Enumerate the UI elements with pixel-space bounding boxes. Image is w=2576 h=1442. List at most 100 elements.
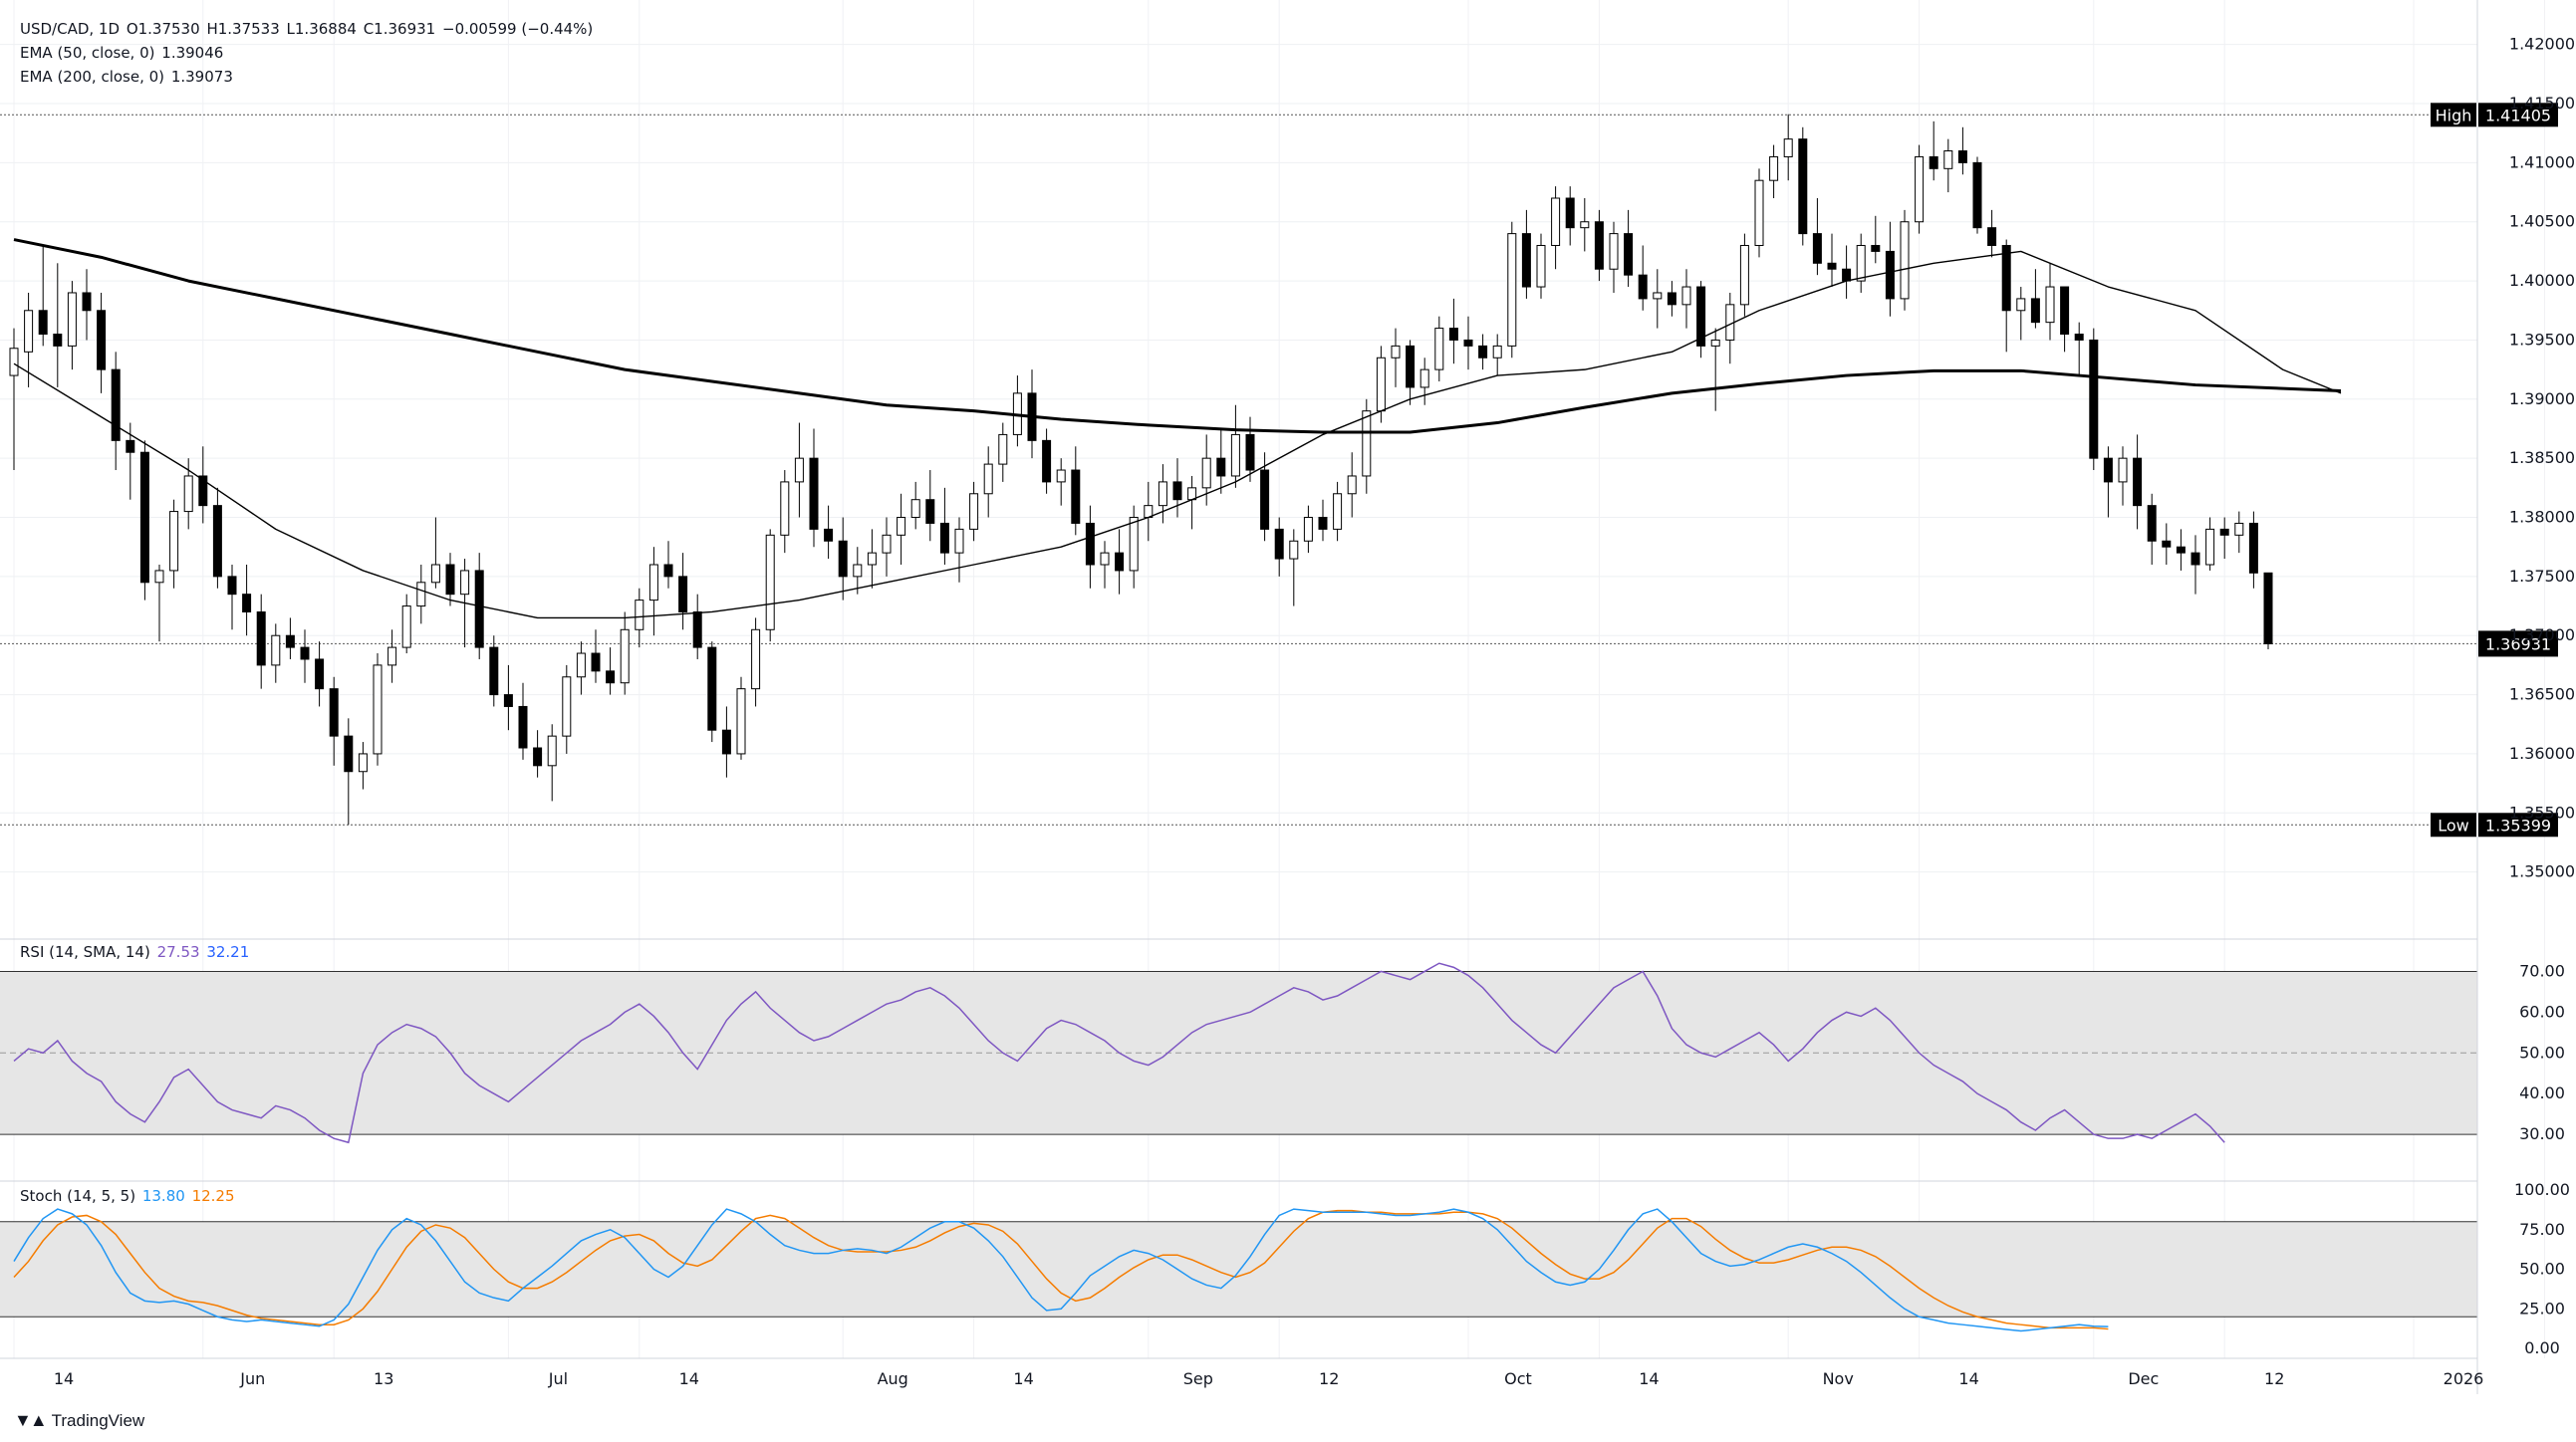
candle-body (1972, 161, 1982, 229)
candle-body (533, 747, 543, 767)
candle-body (2103, 457, 2113, 483)
candle-body (2060, 286, 2070, 336)
candle-body (663, 564, 673, 578)
candle-body (620, 628, 630, 684)
stoch-k-value: 13.80 (141, 1187, 185, 1205)
candle-body (1812, 233, 1822, 264)
candle-body (38, 310, 48, 336)
rsi-value: 27.53 (156, 943, 200, 961)
candle-body (503, 694, 513, 707)
rsi-line (13, 962, 2225, 1144)
time-tick-label: Dec (2128, 1369, 2159, 1388)
time-tick-label: Nov (1823, 1369, 1854, 1388)
candle-body (824, 528, 834, 542)
rsi-pane[interactable] (0, 962, 2477, 1144)
candle-body (460, 570, 470, 596)
candle-body (1376, 357, 1386, 412)
rsi-tick-label: 50.00 (2519, 1043, 2565, 1062)
ema200-label: EMA (200, close, 0) (20, 68, 165, 86)
candle-body (1696, 286, 1706, 347)
candle-body (2176, 546, 2186, 554)
last-price-box (2478, 630, 2558, 657)
candle-body (1943, 150, 1953, 169)
candle-body (242, 594, 252, 612)
high-label-box (2431, 103, 2476, 127)
candle-body (1957, 150, 1967, 163)
candle-body (1391, 345, 1401, 359)
candle-body (24, 310, 34, 353)
candle-body (765, 534, 775, 630)
candle-body (1915, 155, 1925, 223)
candle-body (1653, 292, 1663, 300)
candle-body (2248, 522, 2258, 574)
candle-body (1507, 233, 1517, 347)
ema50-value: 1.39046 (161, 44, 224, 62)
candle-body (2263, 572, 2273, 644)
stoch-d-value: 12.25 (191, 1187, 235, 1205)
candle-body (1260, 469, 1270, 530)
stoch-pane[interactable] (0, 1208, 2477, 1332)
candle-body (2045, 286, 2055, 324)
candle-body (1871, 244, 1881, 252)
candle-body (897, 517, 906, 536)
candle-body (1638, 274, 1648, 300)
candle-body (416, 582, 426, 607)
candle-body (2234, 522, 2244, 536)
candle-body (809, 457, 819, 530)
stoch-tick-label: 75.00 (2519, 1220, 2565, 1239)
candle-body (1448, 328, 1458, 341)
candle-body (721, 729, 731, 755)
low-label: Low (2438, 816, 2469, 835)
candle-body (547, 735, 557, 767)
close-value: C1.36931 (363, 20, 436, 38)
price-tick-label: 1.35500 (2509, 803, 2575, 822)
candle-body (2205, 528, 2215, 566)
price-tick-label: 1.35000 (2509, 862, 2575, 881)
price-pane[interactable]: High 1.41405 Low 1.35399 1.36931 (0, 103, 2558, 838)
rsi-tick-label: 70.00 (2519, 961, 2565, 980)
candle-body (1609, 233, 1619, 270)
tradingview-logo[interactable]: ▼▲ TradingView (14, 1410, 144, 1431)
price-tick-label: 1.39500 (2509, 330, 2575, 349)
ema50-line (13, 250, 2342, 619)
candle-body (1842, 268, 1852, 282)
stoch-band (0, 1221, 2477, 1318)
candle-body (1347, 475, 1357, 495)
price-tick-label: 1.40500 (2509, 212, 2575, 231)
candle-body (285, 634, 295, 648)
candle-body (430, 564, 440, 584)
candle-body (1798, 138, 1808, 235)
change-value: −0.00599 (−0.44%) (442, 20, 594, 38)
candle-body (2089, 339, 2099, 459)
candle-body (1551, 197, 1561, 246)
time-tick-label: 12 (2264, 1369, 2284, 1388)
price-tick-label: 1.42000 (2509, 35, 2575, 54)
time-tick-label: 14 (1639, 1369, 1659, 1388)
candle-body (1739, 244, 1749, 306)
candle-body (2162, 540, 2172, 548)
time-tick-label: Jul (548, 1369, 568, 1388)
candle-body (1230, 433, 1240, 477)
candle-body (315, 658, 325, 690)
candle-body (1827, 262, 1837, 270)
stoch-k-line (13, 1208, 2109, 1332)
candle-body (227, 576, 237, 596)
candle-body (576, 652, 586, 678)
candle-body (1463, 339, 1473, 347)
candle-body (736, 688, 746, 755)
candle-body (329, 688, 339, 737)
candle-body (954, 528, 964, 554)
low-value-box (2478, 813, 2558, 838)
time-tick-label: 14 (679, 1369, 699, 1388)
candle-body (998, 433, 1008, 465)
candle-body (1478, 345, 1488, 359)
low-value-label: 1.35399 (2485, 816, 2551, 835)
candle-body (82, 292, 92, 312)
price-tick-label: 1.41000 (2509, 152, 2575, 171)
candle-body (2190, 552, 2200, 566)
rsi-tick-label: 40.00 (2519, 1083, 2565, 1102)
candle-body (1085, 522, 1095, 566)
candle-body (358, 753, 368, 773)
candle-body (518, 705, 528, 749)
